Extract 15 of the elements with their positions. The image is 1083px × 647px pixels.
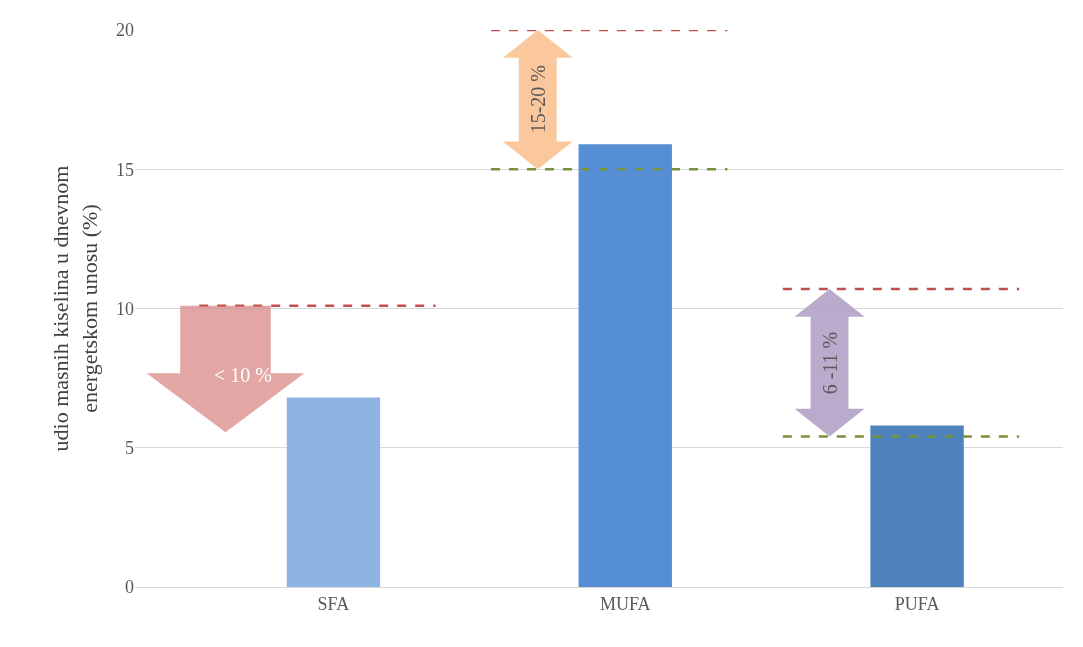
annotation: 6 -11 % (818, 331, 841, 395)
annotation: < 10 % (214, 364, 272, 386)
y-tick-label: 0 (125, 577, 134, 598)
annotation: 15-20 % (527, 65, 550, 134)
x-tick-label: SFA (317, 593, 350, 614)
bar (286, 397, 381, 587)
bar (578, 144, 672, 587)
y-tick-label: 15 (116, 159, 134, 180)
y-tick-label: 20 (116, 20, 134, 41)
x-tick-label: PUFA (894, 593, 940, 614)
y-axis-title: udio masnih kiselina u dnevnom energetskom unosu (%) (48, 165, 102, 452)
y-tick-label: 5 (125, 438, 134, 459)
bar (870, 425, 964, 587)
x-tick-label: MUFA (599, 593, 651, 614)
y-tick-label: 10 (116, 298, 134, 319)
